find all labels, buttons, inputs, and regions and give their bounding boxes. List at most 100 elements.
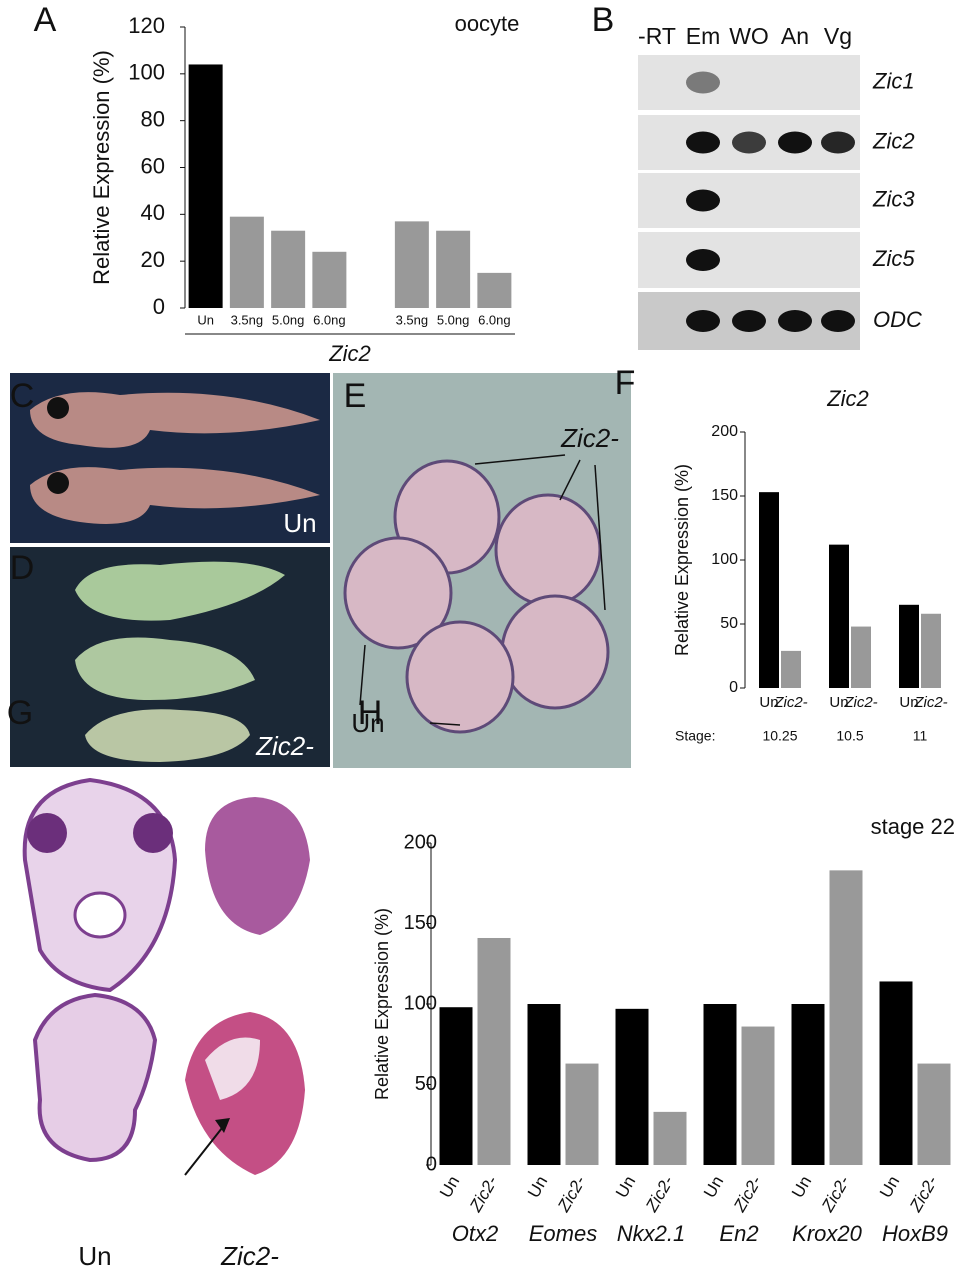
lane-label: WO <box>729 23 769 49</box>
series-label: Zic2- <box>818 1172 854 1215</box>
panel-label: B <box>592 1 615 39</box>
panel-label: A <box>34 1 57 39</box>
series-label: Un <box>899 694 918 711</box>
bar <box>439 1007 473 1165</box>
photo-g <box>22 777 310 1176</box>
photo-label: Un <box>351 708 384 738</box>
x-tick-label: Un <box>197 312 214 327</box>
bar <box>653 1111 687 1165</box>
y-tick-label: 0 <box>153 294 165 319</box>
x-tick-label: 5.0ng <box>272 312 305 327</box>
series-label: Un <box>788 1173 815 1201</box>
gene-label: ODC <box>873 307 922 332</box>
series-label: Zic2- <box>730 1172 766 1215</box>
y-tick-label: 50 <box>720 615 738 632</box>
bar <box>477 272 512 308</box>
bar <box>829 544 849 688</box>
gel-band <box>686 71 720 94</box>
y-tick-label: 200 <box>711 423 738 440</box>
bar <box>188 64 223 308</box>
y-tick-label: 100 <box>128 60 165 85</box>
bar <box>229 216 264 308</box>
y-axis-label: Relative Expression (%) <box>89 50 114 285</box>
panel-label: F <box>615 364 636 402</box>
series-label: Zic2- <box>913 694 947 711</box>
panel-label: H <box>358 694 383 732</box>
y-tick-label: 50 <box>415 1073 437 1095</box>
gel-strip <box>638 55 860 110</box>
gel-band <box>686 131 720 154</box>
y-tick-label: 0 <box>729 679 738 696</box>
category-label: En2 <box>719 1221 758 1246</box>
bar <box>829 870 863 1165</box>
gene-label: Zic2 <box>872 128 915 153</box>
category-label: 11 <box>913 728 928 744</box>
panel-label: E <box>344 377 367 415</box>
category-label: 10.25 <box>762 728 797 744</box>
y-tick-label: 40 <box>141 200 165 225</box>
y-tick-label: 200 <box>404 831 437 853</box>
series-label: Zic2- <box>642 1172 678 1215</box>
photo-label: Un <box>283 508 316 538</box>
category-label: Otx2 <box>452 1221 498 1246</box>
annotation: oocyte <box>455 11 520 36</box>
photo-e <box>333 373 631 768</box>
lane-label: An <box>781 23 809 49</box>
bar <box>921 613 941 688</box>
panel-label: G <box>7 694 33 732</box>
x-tick-label: 3.5ng <box>396 312 429 327</box>
bar <box>271 230 306 308</box>
bar <box>879 981 913 1165</box>
x-tick-label: 6.0ng <box>478 312 511 327</box>
category-label: Nkx2.1 <box>617 1221 685 1246</box>
y-tick-label: 100 <box>404 992 437 1014</box>
y-tick-label: 80 <box>141 106 165 131</box>
gel-band <box>686 310 720 332</box>
panel-label: C <box>10 377 35 415</box>
lane-label: Em <box>686 23 721 49</box>
category-axis-label: Stage: <box>675 728 715 744</box>
bar <box>527 1004 561 1165</box>
gel-band <box>821 131 855 154</box>
series-label: Zic2- <box>906 1172 942 1215</box>
bar <box>312 251 347 308</box>
bar <box>741 1026 775 1165</box>
series-label: Zic2- <box>466 1172 502 1215</box>
gel-band <box>732 310 766 332</box>
bar <box>615 1008 649 1165</box>
x-tick-label: 6.0ng <box>313 312 346 327</box>
group-label: Zic2 <box>328 341 371 366</box>
y-tick-label: 0 <box>426 1153 437 1175</box>
bar <box>759 492 779 688</box>
bar <box>477 937 511 1165</box>
y-axis-label: Relative Expression (%) <box>372 908 392 1100</box>
x-tick-label: 3.5ng <box>231 312 264 327</box>
gene-label: Zic3 <box>872 186 915 211</box>
series-label: Zic2- <box>554 1172 590 1215</box>
series-label: Un <box>612 1173 639 1201</box>
bar <box>917 1063 951 1165</box>
series-label: Un <box>436 1173 463 1201</box>
gel-band <box>686 249 720 271</box>
photo-d <box>10 547 330 767</box>
gel-strip <box>638 173 860 228</box>
photo-c <box>10 373 330 543</box>
gene-label: Zic1 <box>872 68 915 93</box>
gel-band <box>778 131 812 154</box>
y-tick-label: 150 <box>404 912 437 934</box>
bar <box>791 1004 825 1165</box>
lane-label: -RT <box>638 23 676 49</box>
gel-band <box>778 310 812 332</box>
series-label: Zic2- <box>843 694 877 711</box>
bar <box>394 221 429 308</box>
bar <box>703 1004 737 1165</box>
y-tick-label: 60 <box>141 153 165 178</box>
y-tick-label: 120 <box>128 13 165 38</box>
chart-title: Zic2 <box>826 386 869 411</box>
bar <box>781 650 801 688</box>
x-tick-label: 5.0ng <box>437 312 470 327</box>
photo-label: Zic2- <box>255 731 314 761</box>
series-label: Un <box>524 1173 551 1201</box>
gel-band <box>686 189 720 212</box>
